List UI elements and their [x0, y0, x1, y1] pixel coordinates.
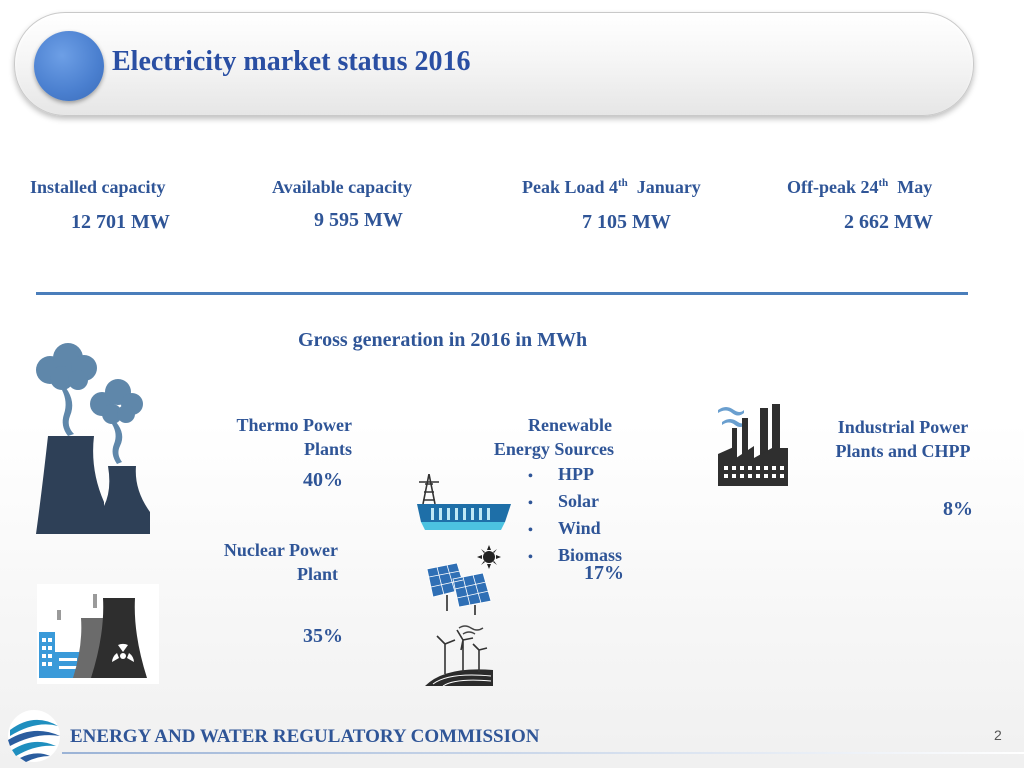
renewable-percent: 17% [584, 562, 624, 584]
factory-icon [718, 404, 788, 486]
list-item: • Wind [528, 518, 601, 538]
available-capacity-value: 9 595 MW [314, 209, 403, 231]
renewable-sources-list: • HPP • Solar • Wind • Biomass [520, 462, 622, 570]
nuclear-plant-icon [37, 584, 159, 684]
installed-capacity-value: 12 701 MW [71, 211, 170, 233]
list-item: • Biomass [528, 545, 623, 565]
thermo-percent: 40% [303, 469, 343, 491]
renewable-label: Renewable Energy Sources [493, 415, 614, 459]
nuclear-label: Nuclear Power Plant [223, 540, 338, 584]
footer-organization: ENERGY AND WATER REGULATORY COMMISSION [70, 726, 540, 747]
generation-title: Gross generation in 2016 in MWh [298, 329, 588, 351]
list-item: • HPP [528, 464, 594, 484]
industrial-percent: 8% [943, 498, 973, 520]
industrial-label: Industrial Power Plants and CHPP [835, 417, 971, 461]
title-bullet-circle [34, 31, 104, 101]
footer-divider [62, 752, 1024, 754]
section-divider [36, 292, 968, 295]
peak-load-label: Peak Load 4th January [522, 177, 701, 197]
title-bar [14, 12, 974, 116]
wind-turbine-icon [425, 625, 493, 686]
peak-load-value: 7 105 MW [582, 211, 671, 233]
off-peak-label: Off-peak 24th May [787, 177, 933, 197]
thermo-label: Thermo Power Plants [236, 415, 352, 459]
solar-panel-icon [426, 545, 501, 615]
power-plant-smoke-icon [36, 343, 150, 534]
installed-capacity-label: Installed capacity [30, 177, 166, 197]
off-peak-value: 2 662 MW [844, 211, 933, 233]
commission-logo-icon [8, 710, 60, 762]
list-item: • Solar [528, 491, 600, 511]
hydro-dam-icon [417, 474, 511, 530]
nuclear-percent: 35% [303, 625, 343, 647]
available-capacity-label: Available capacity [272, 177, 413, 197]
page-title: Electricity market status 2016 [112, 46, 471, 77]
page-number: 2 [994, 727, 1002, 743]
